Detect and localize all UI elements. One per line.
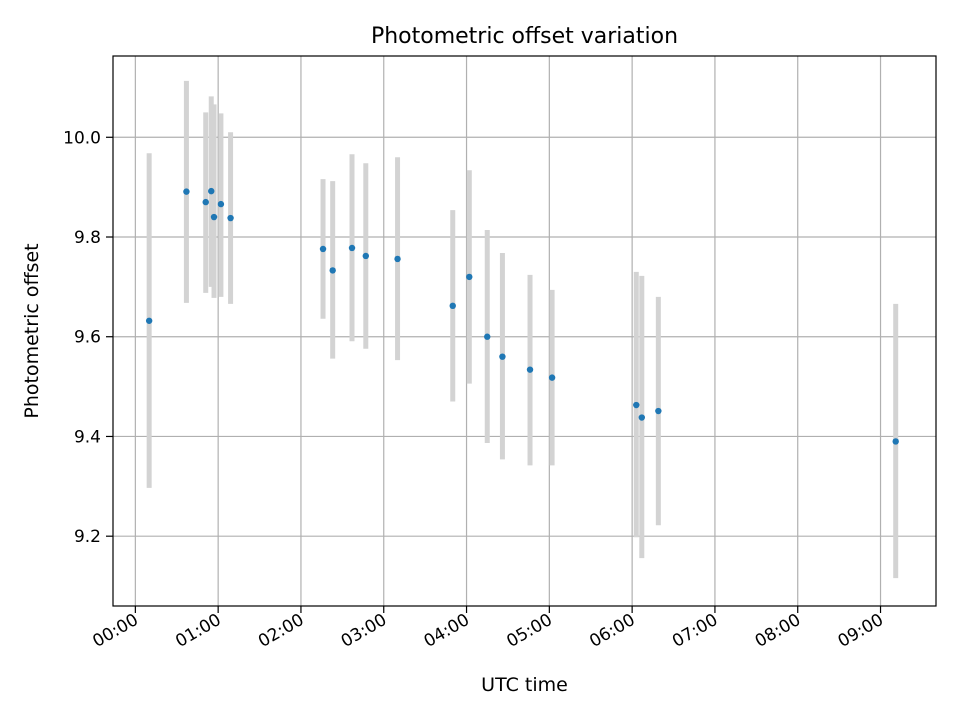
chart-title: Photometric offset variation	[371, 24, 678, 49]
data-point	[319, 245, 327, 253]
data-point	[449, 302, 456, 310]
plot-frame	[112, 55, 937, 607]
data-point	[183, 188, 190, 195]
error-bars	[146, 80, 899, 579]
x-tick-label: 06:00	[586, 610, 638, 652]
data-point	[633, 401, 640, 409]
x-tick-label: 05:00	[503, 610, 555, 652]
x-tick-label: 07:00	[669, 610, 721, 652]
x-axis-ticks: 00:00 01:00 02:00 03:00 04:00 05:00 06:00 07:00…	[89, 606, 887, 652]
y-axis-ticks: 9.2 9.4 9.6 9.8 10.0	[63, 128, 113, 547]
y-tick-label: 9.4	[74, 427, 101, 447]
data-point	[548, 374, 556, 381]
data-point	[466, 273, 473, 281]
data-point	[227, 214, 234, 222]
data-point	[329, 267, 336, 274]
data-point	[638, 414, 645, 421]
data-point	[348, 244, 356, 252]
y-tick-label: 9.8	[74, 228, 101, 248]
data-point	[208, 187, 215, 195]
data-point	[202, 198, 209, 206]
data-point	[526, 366, 534, 373]
data-point	[499, 353, 506, 360]
x-tick-label: 02:00	[255, 610, 307, 652]
x-tick-label: 08:00	[752, 610, 804, 652]
data-point	[892, 438, 899, 445]
data-point	[484, 333, 491, 340]
x-tick-label: 01:00	[172, 610, 224, 652]
x-axis-label: UTC time	[481, 674, 568, 696]
x-tick-label: 04:00	[421, 610, 473, 652]
data-point	[362, 252, 370, 260]
data-point	[145, 317, 153, 324]
data-point	[210, 213, 218, 221]
y-axis-label: Photometric offset	[21, 243, 43, 418]
x-tick-label: 00:00	[89, 610, 141, 652]
data-point	[394, 255, 401, 263]
x-tick-label: 03:00	[338, 610, 390, 652]
grid	[113, 56, 936, 606]
y-tick-label: 10.0	[63, 128, 101, 148]
y-tick-label: 9.6	[74, 328, 101, 348]
x-tick-label: 09:00	[835, 610, 887, 652]
data-point	[655, 407, 662, 415]
data-points	[145, 187, 899, 445]
y-tick-label: 9.2	[74, 527, 101, 547]
data-point	[217, 200, 225, 208]
